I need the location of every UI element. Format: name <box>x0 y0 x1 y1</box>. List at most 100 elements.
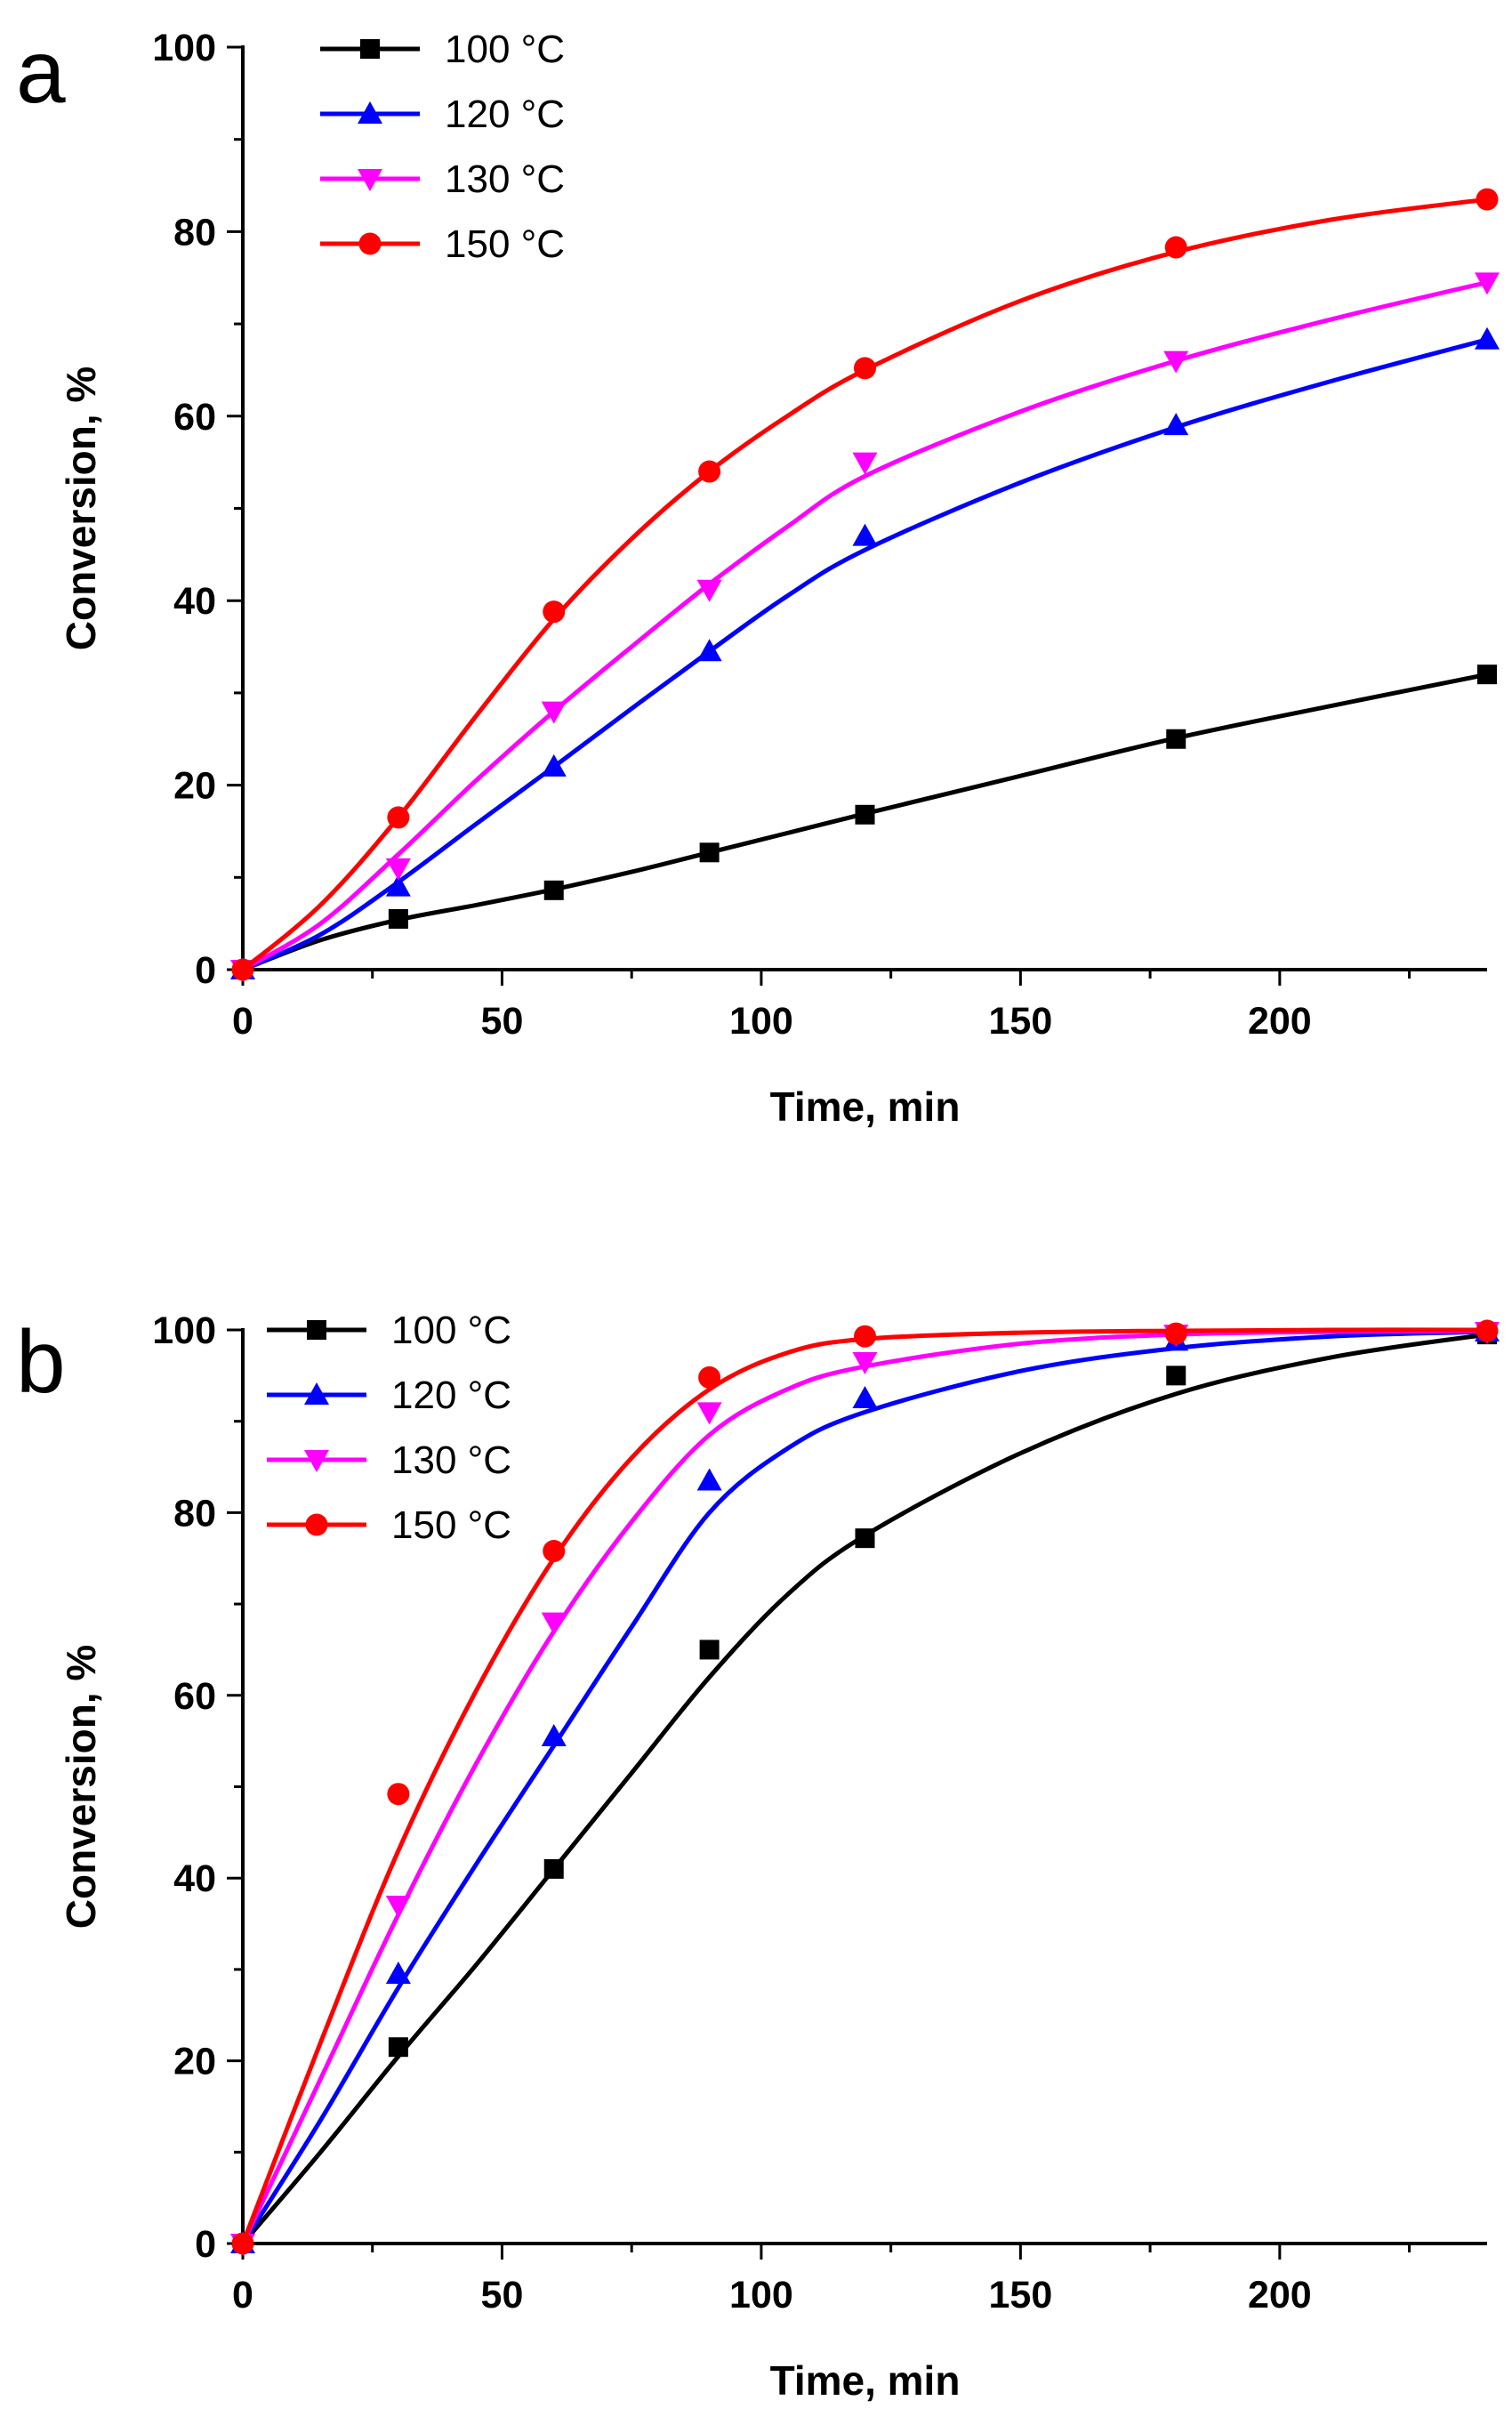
y-tick-label: 0 <box>195 2223 216 2266</box>
legend-item: 130 °C <box>320 157 565 201</box>
data-point <box>1166 1366 1186 1386</box>
legend-marker <box>304 1382 329 1405</box>
y-tick-label: 0 <box>195 949 216 992</box>
data-point <box>543 1858 564 1879</box>
data-point <box>1163 350 1189 374</box>
x-tick-label: 150 <box>989 1000 1053 1043</box>
legend-item: 150 °C <box>320 222 565 266</box>
data-point <box>541 701 567 724</box>
legend-label: 120 °C <box>391 1374 511 1417</box>
legend-item: 150 °C <box>267 1503 511 1547</box>
data-point <box>1475 326 1500 350</box>
legend-label: 120 °C <box>445 93 565 136</box>
data-point <box>854 1325 876 1348</box>
legend-item: 100 °C <box>267 1309 511 1352</box>
x-tick-label: 50 <box>481 1000 524 1043</box>
data-point <box>388 908 408 929</box>
legend-label: 130 °C <box>391 1438 511 1482</box>
y-tick-label: 80 <box>173 211 216 254</box>
legend-label: 150 °C <box>391 1503 511 1547</box>
y-tick-label: 80 <box>173 1492 216 1535</box>
x-tick-label: 100 <box>729 2274 793 2316</box>
legend-marker <box>305 1513 328 1536</box>
legend-item: 120 °C <box>320 93 565 136</box>
x-tick-label: 200 <box>1248 2274 1312 2316</box>
data-point <box>696 1402 722 1425</box>
y-axis-title: Conversion, % <box>58 367 104 651</box>
x-axis-title: Time, min <box>770 2357 961 2404</box>
data-point <box>696 639 722 662</box>
series-150C <box>231 188 1499 981</box>
data-point <box>855 1528 875 1549</box>
data-point <box>852 1351 878 1374</box>
data-point <box>231 958 254 981</box>
y-tick-label: 60 <box>173 396 216 439</box>
legend-label: 100 °C <box>391 1309 511 1352</box>
fit-curve <box>240 1329 1488 2245</box>
legend-marker <box>358 232 382 255</box>
legend-item: 130 °C <box>267 1438 511 1482</box>
y-tick-label: 40 <box>173 580 216 623</box>
series-150C <box>231 1319 1499 2255</box>
legend-item: 120 °C <box>267 1374 511 1417</box>
panel-b: b 0 20 40 60 80 100 0 50 100 150 200 Time, min Conver… <box>16 1309 1500 2404</box>
series-100C <box>233 665 1497 979</box>
legend-marker <box>304 1450 329 1472</box>
data-point <box>543 600 566 624</box>
y-tick-label: 60 <box>173 1675 216 1718</box>
y-tick-label: 20 <box>173 765 216 808</box>
data-point <box>854 357 876 380</box>
data-point <box>387 1783 410 1806</box>
data-point <box>696 579 722 602</box>
data-point <box>852 523 878 546</box>
fit-curve <box>241 279 1488 972</box>
data-point <box>541 753 567 777</box>
x-tick-label: 0 <box>232 1000 253 1043</box>
y-tick-label: 20 <box>173 2041 216 2083</box>
data-point <box>1164 236 1187 259</box>
y-tick-label: 100 <box>152 27 216 69</box>
legend-label: 150 °C <box>445 222 565 266</box>
data-point <box>698 460 721 483</box>
data-point <box>543 880 564 900</box>
fit-curve <box>241 337 1488 972</box>
x-tick-label: 100 <box>729 1000 793 1043</box>
data-point <box>543 1540 566 1563</box>
y-tick-label: 100 <box>152 1309 216 1352</box>
legend-marker <box>307 1320 326 1340</box>
data-point <box>1166 729 1186 749</box>
data-point <box>385 874 411 897</box>
legend-label: 100 °C <box>445 28 565 71</box>
legend: 100 °C 120 °C 130 °C 150 °C <box>267 1309 511 1547</box>
y-tick-label: 40 <box>173 1857 216 1900</box>
panel-label: a <box>16 22 66 122</box>
legend-marker <box>358 169 382 191</box>
data-point <box>855 804 875 825</box>
data-point <box>698 1366 721 1389</box>
fit-curve <box>242 672 1488 972</box>
y-axis-title: Conversion, % <box>58 1645 104 1930</box>
data-point <box>699 1639 720 1660</box>
legend-marker <box>360 39 380 59</box>
data-point <box>1477 665 1497 685</box>
fit-curve <box>241 197 1488 971</box>
legend-marker <box>358 101 382 124</box>
data-point <box>385 858 411 881</box>
data-point <box>385 1896 411 1919</box>
legend-item: 100 °C <box>320 28 565 71</box>
panel-a: a 0 20 40 60 80 100 0 50 100 150 200 Time, min Conver… <box>16 22 1500 1130</box>
legend-label: 130 °C <box>445 157 565 201</box>
data-point <box>852 1386 878 1409</box>
x-tick-label: 150 <box>989 2274 1053 2316</box>
data-point <box>852 452 878 475</box>
data-point <box>699 842 720 863</box>
data-point <box>388 2037 408 2058</box>
data-point <box>1164 1322 1187 1345</box>
data-point <box>1475 272 1500 295</box>
series-120C <box>230 326 1500 979</box>
x-tick-label: 200 <box>1248 1000 1312 1043</box>
data-point <box>541 1724 567 1747</box>
legend: 100 °C 120 °C 130 °C 150 °C <box>320 28 565 266</box>
data-point <box>387 806 410 829</box>
